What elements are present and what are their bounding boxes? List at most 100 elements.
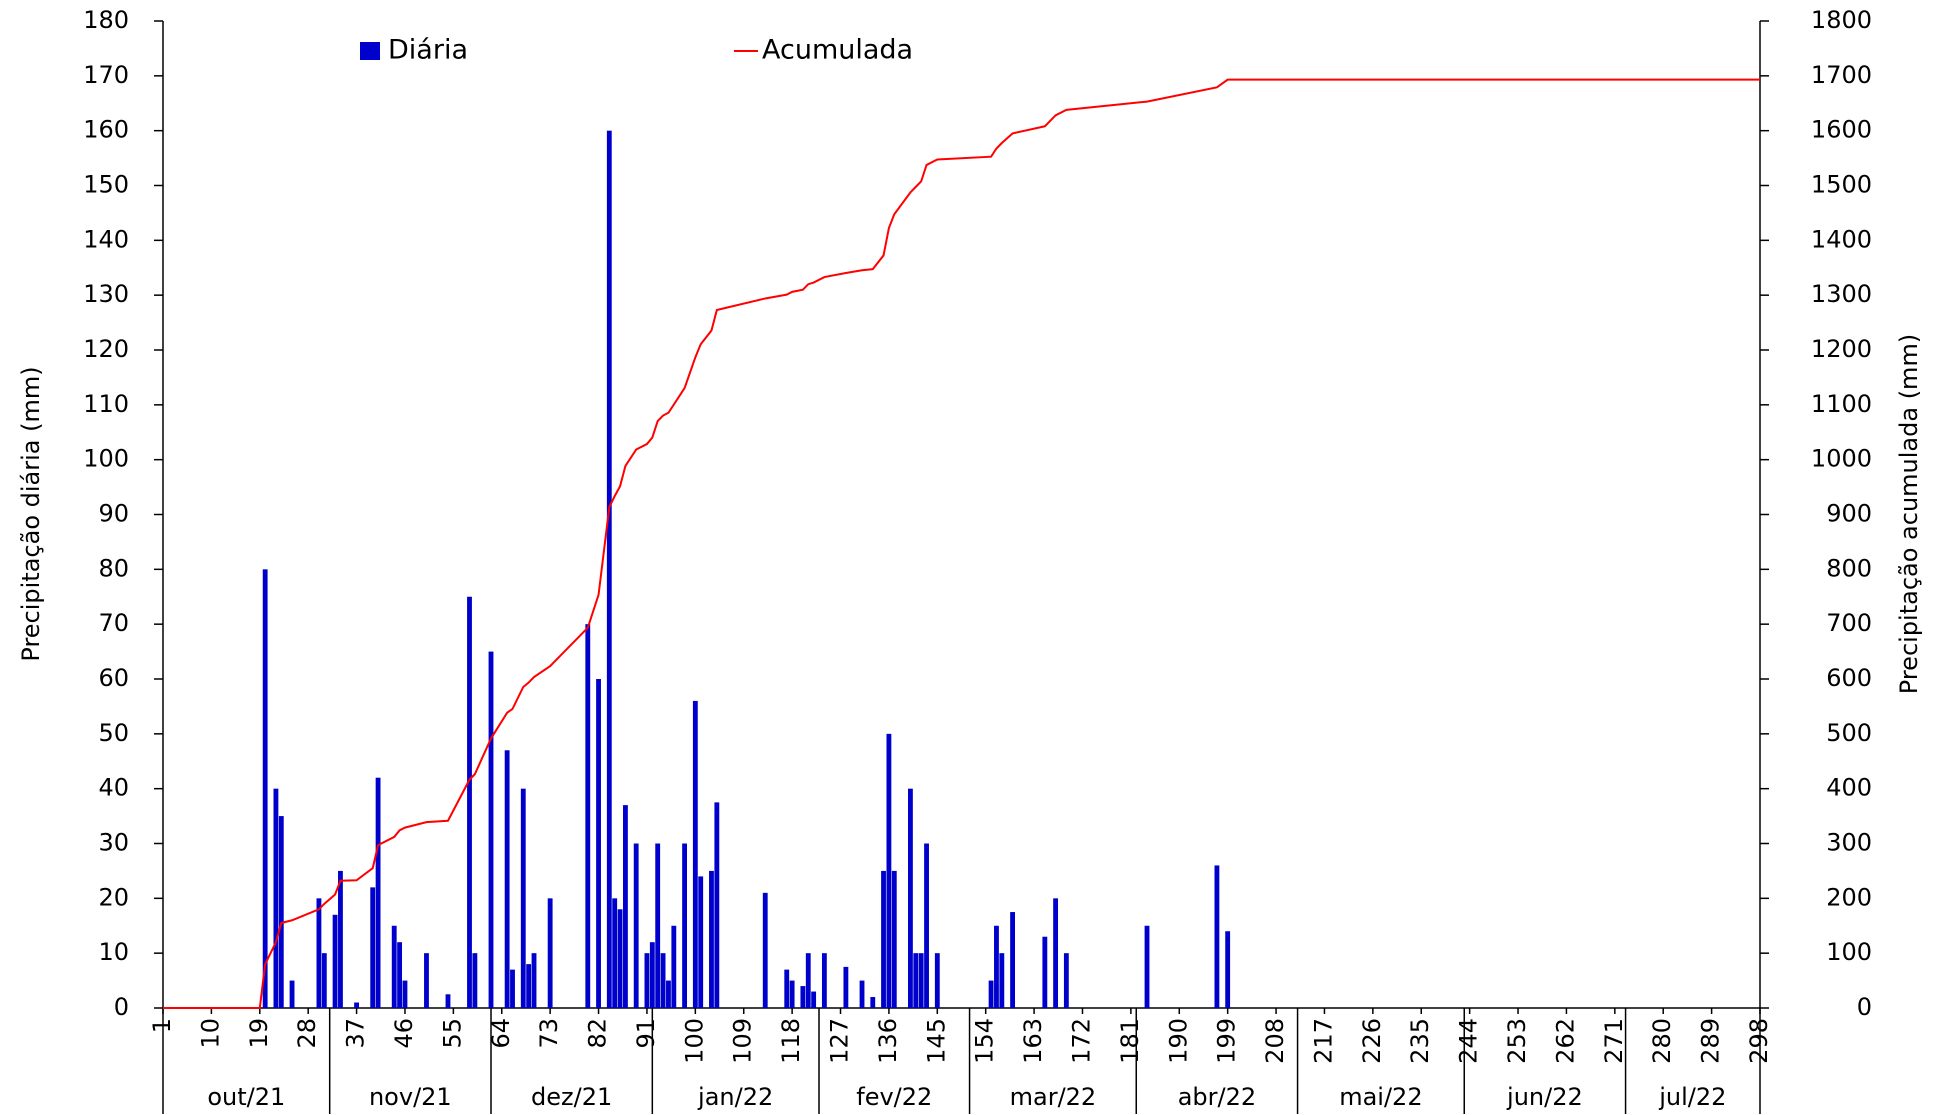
bar bbox=[1214, 865, 1220, 1008]
bar bbox=[504, 750, 510, 1008]
bar bbox=[531, 953, 537, 1008]
y2-tick-label: 100 bbox=[1826, 938, 1872, 966]
y2-tick-label: 400 bbox=[1826, 774, 1872, 802]
y-tick-label: 70 bbox=[98, 609, 129, 637]
bar bbox=[881, 870, 886, 1008]
bar bbox=[472, 953, 478, 1008]
y2-tick-label: 1200 bbox=[1811, 335, 1872, 363]
bar bbox=[402, 980, 408, 1008]
bar bbox=[918, 953, 924, 1008]
y2-tick-label: 300 bbox=[1826, 829, 1872, 857]
bar bbox=[821, 953, 827, 1008]
bar bbox=[800, 986, 806, 1008]
y2-tick-label: 1600 bbox=[1811, 116, 1872, 144]
bar bbox=[789, 980, 795, 1008]
bar bbox=[596, 679, 601, 1008]
bar bbox=[354, 1002, 359, 1008]
y-tick-label: 60 bbox=[98, 664, 129, 692]
month-label: mar/22 bbox=[1010, 1083, 1097, 1111]
legend-label: Acumulada bbox=[762, 35, 913, 66]
y2-tick-label: 1300 bbox=[1811, 280, 1872, 308]
bar bbox=[682, 843, 687, 1008]
y-tick-label: 170 bbox=[83, 61, 129, 89]
x-tick-label: 163 bbox=[1019, 1018, 1047, 1064]
x-tick-label: 55 bbox=[438, 1018, 466, 1049]
y-tick-label: 40 bbox=[98, 774, 129, 802]
y-tick-label: 180 bbox=[83, 6, 129, 34]
y2-axis-title: Precipitação acumulada (mm) bbox=[1895, 334, 1923, 694]
bar bbox=[784, 969, 790, 1008]
bar bbox=[1144, 925, 1150, 1008]
bar bbox=[467, 596, 472, 1008]
x-tick-label: 109 bbox=[729, 1018, 757, 1064]
bar bbox=[623, 805, 628, 1008]
bar bbox=[262, 569, 268, 1008]
y2-tick-label: 1000 bbox=[1811, 445, 1872, 473]
bar bbox=[547, 898, 553, 1008]
bar bbox=[1053, 898, 1059, 1008]
y-tick-label: 120 bbox=[83, 335, 129, 363]
bar bbox=[886, 733, 892, 1008]
x-tick-label: 154 bbox=[971, 1018, 999, 1064]
bar bbox=[445, 994, 451, 1008]
bar bbox=[913, 953, 919, 1008]
month-label: abr/22 bbox=[1178, 1083, 1256, 1111]
y-tick-label: 110 bbox=[83, 390, 129, 418]
y-tick-label: 140 bbox=[83, 225, 129, 253]
y2-tick-label: 0 bbox=[1857, 993, 1872, 1021]
y2-tick-label: 1800 bbox=[1811, 6, 1872, 34]
x-tick-label: 208 bbox=[1261, 1018, 1289, 1064]
bar bbox=[999, 953, 1005, 1008]
bar bbox=[859, 980, 865, 1008]
bar bbox=[805, 953, 811, 1008]
bar bbox=[316, 898, 322, 1008]
y-tick-label: 150 bbox=[83, 171, 129, 199]
x-tick-label: 145 bbox=[922, 1018, 950, 1064]
x-tick-label: 271 bbox=[1600, 1018, 1628, 1064]
bar bbox=[289, 980, 295, 1008]
y2-tick-label: 1700 bbox=[1811, 61, 1872, 89]
x-tick-label: 199 bbox=[1213, 1018, 1241, 1064]
bar bbox=[924, 843, 929, 1008]
x-tick-label: 82 bbox=[584, 1018, 612, 1049]
bar bbox=[698, 876, 704, 1008]
bar bbox=[338, 870, 343, 1008]
x-tick-label: 298 bbox=[1745, 1018, 1773, 1064]
y2-tick-label: 500 bbox=[1826, 719, 1872, 747]
bar bbox=[934, 953, 940, 1008]
y-tick-label: 20 bbox=[98, 883, 129, 911]
x-tick-label: 217 bbox=[1309, 1018, 1337, 1064]
bar bbox=[709, 870, 714, 1008]
bar bbox=[1063, 953, 1069, 1008]
month-label: jun/22 bbox=[1506, 1083, 1583, 1111]
bar bbox=[891, 870, 897, 1008]
y-tick-label: 10 bbox=[98, 938, 129, 966]
line bbox=[163, 78, 1760, 1009]
bar bbox=[1225, 931, 1231, 1008]
x-tick-label: 10 bbox=[196, 1018, 224, 1049]
bar bbox=[671, 925, 677, 1008]
bar bbox=[1010, 912, 1016, 1008]
bar bbox=[488, 651, 494, 1008]
bar bbox=[994, 925, 999, 1008]
month-label: mai/22 bbox=[1339, 1083, 1422, 1111]
x-tick-label: 19 bbox=[245, 1018, 273, 1049]
bar bbox=[649, 942, 655, 1008]
y2-tick-label: 1100 bbox=[1811, 390, 1872, 418]
x-tick-label: 253 bbox=[1503, 1018, 1531, 1064]
legend-label: Diária bbox=[388, 35, 468, 66]
x-tick-label: 100 bbox=[680, 1018, 708, 1064]
x-tick-label: 235 bbox=[1406, 1018, 1434, 1064]
x-tick-label: 37 bbox=[342, 1018, 370, 1049]
bar bbox=[907, 788, 913, 1008]
y-tick-label: 100 bbox=[83, 445, 129, 473]
legend-swatch bbox=[360, 42, 380, 60]
bar bbox=[526, 964, 532, 1008]
bar bbox=[612, 898, 618, 1008]
bar bbox=[666, 980, 671, 1008]
bar bbox=[520, 788, 526, 1008]
month-label: jan/22 bbox=[697, 1083, 773, 1111]
bar bbox=[692, 700, 698, 1008]
x-tick-label: 28 bbox=[293, 1018, 321, 1049]
